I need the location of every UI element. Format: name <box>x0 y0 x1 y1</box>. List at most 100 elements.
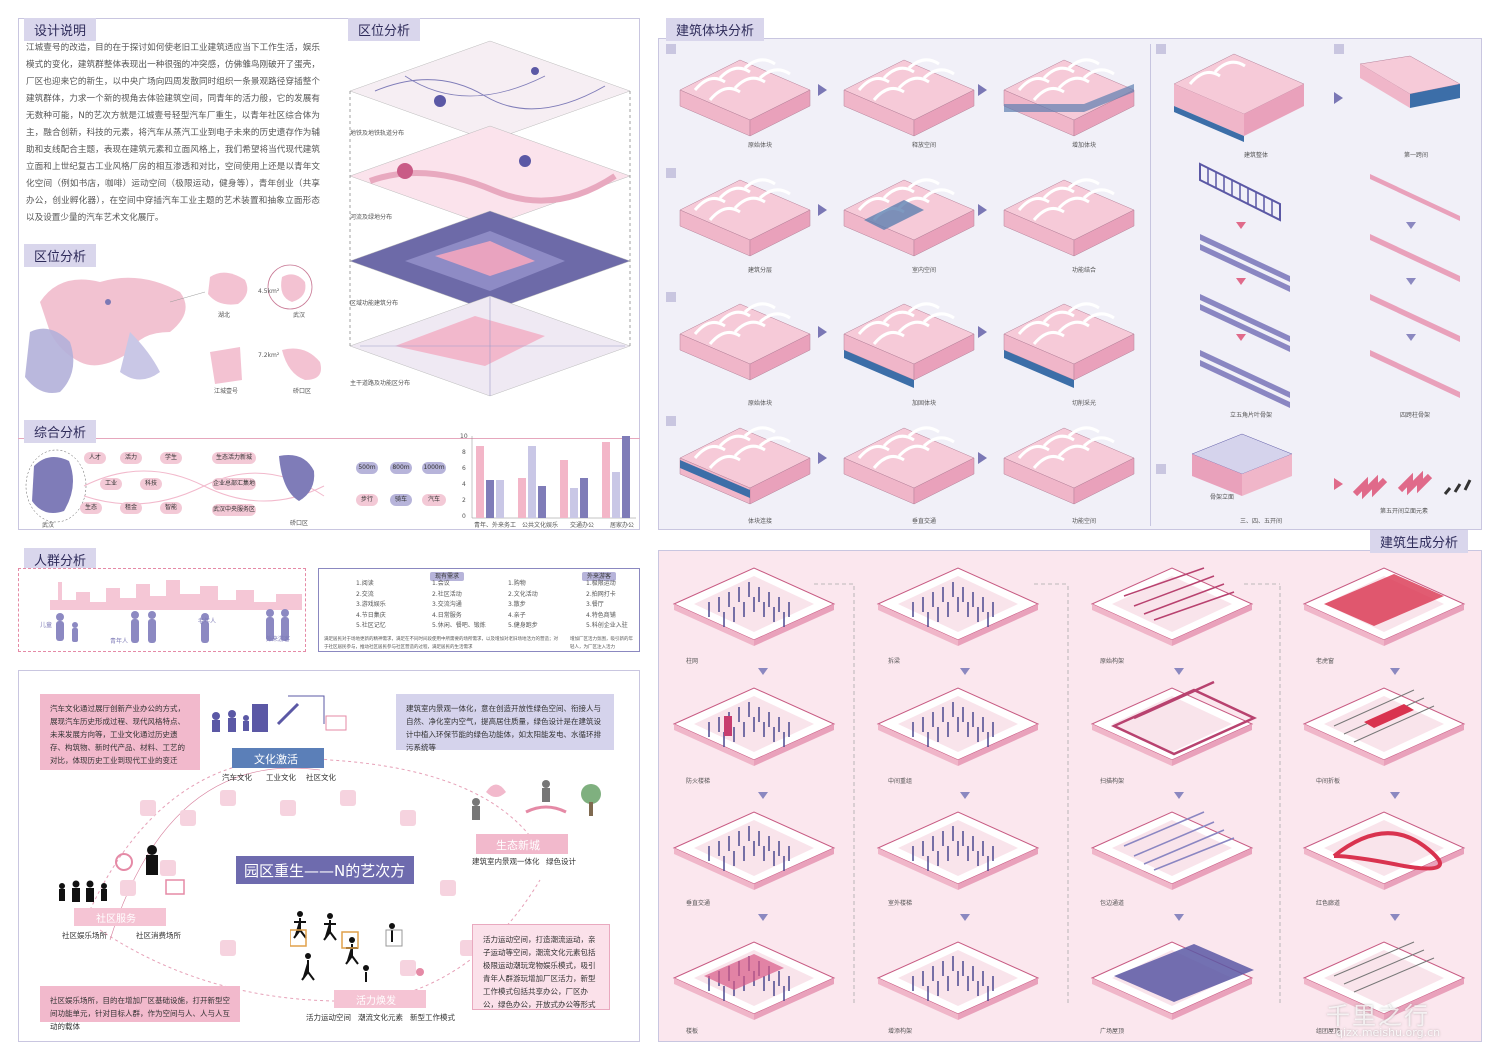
gen-caption-1-2: 防火楼梯 <box>686 778 711 785</box>
block-caption-2-2: 室内空间 <box>912 267 937 274</box>
community-node-title: 社区服务 <box>96 914 136 925</box>
gen-caption-2-3: 室外楼梯 <box>888 900 913 907</box>
generation-iso-grid <box>673 567 1465 1021</box>
blocks-divider <box>1150 44 1151 526</box>
location-title: 区位分析 <box>24 244 97 267</box>
blocks-right-caption-4: 四跨柱骨架 <box>1400 412 1431 419</box>
watermark-url: qizx.meishu.org.cn <box>1336 1026 1441 1039</box>
needs-table <box>318 568 640 652</box>
row-marker-1 <box>666 44 676 54</box>
layer-label-4: 主干道路及功能区分布 <box>350 380 411 387</box>
gen-arrow-3-1 <box>1174 668 1184 675</box>
blocks-right-caption-5: 骨架立面 <box>1210 494 1235 501</box>
culture-item-3: 社区文化 <box>306 773 336 782</box>
vitality-node-title: 活力焕发 <box>356 996 396 1007</box>
people-label-tourist: 外来游客 <box>266 636 291 643</box>
culture-item-1: 汽车文化 <box>222 773 252 782</box>
eco-icons <box>472 780 601 820</box>
crowd-title: 人群分析 <box>24 548 97 571</box>
comp-pill-center-1: 生态活力新城 <box>212 452 256 464</box>
chart-cat-2: 公共文化娱乐 <box>522 522 559 529</box>
gen-arrow-4-1 <box>1390 668 1400 675</box>
concept-box-bottom-right: 活力运动空间，打造潮流运动，亲子运动等空间，潮流文化元素包括极限运动潮玩宠物娱乐… <box>472 924 610 1010</box>
gen-caption-4-4: 组团屋顶 <box>1316 1028 1341 1035</box>
comp-map-wuhan: 武汉 <box>42 522 55 529</box>
block-caption-2-3: 功能结合 <box>1072 267 1097 274</box>
watermark-brand: 千里之行 <box>1326 1002 1430 1030</box>
gen-arrow-1-3 <box>758 914 768 921</box>
vitality-item-1: 活力运动空间 <box>306 1013 351 1022</box>
culture-item-2: 工业文化 <box>266 773 296 782</box>
people-label-elder: 老年人 <box>198 618 217 625</box>
layer-label-2: 河流及绿地分布 <box>350 214 393 221</box>
needs-footer-left: 满足居民对于场地更新的精神需求，满足在不同时间段使用中所需要的场所需求，以及增加… <box>324 637 558 650</box>
block-caption-3-1: 原始体块 <box>748 400 773 407</box>
block-caption-1-3: 增加体块 <box>1072 142 1097 149</box>
blocks-arrow-1-1 <box>818 84 827 96</box>
gen-arrow-3-3 <box>1174 914 1184 921</box>
comp-pill-bike: 骑车 <box>390 494 412 506</box>
blocks-right-arrow-d2 <box>1236 278 1246 285</box>
people-label-youth: 青年人 <box>110 638 129 645</box>
culture-node-title: 文化激活 <box>254 753 298 766</box>
vitality-item-2: 潮流文化元素 <box>358 1013 403 1022</box>
needs-col-1: 1.阅读 2.交流 3.游戏娱乐 4.节日集庆 5.社区记忆 <box>356 580 386 629</box>
blocks-arrow-3-2 <box>978 326 987 338</box>
needs-col-2: 1.会议 2.社区活动 3.交流沟通 4.日常服务 5.休闲、餐吧、锻炼 <box>432 580 486 629</box>
vitality-icons <box>290 911 424 982</box>
concept-title-box <box>236 856 414 884</box>
comp-pill-walk: 步行 <box>356 494 378 506</box>
blocks-right-caption-7: 第五开间立面元素 <box>1380 508 1429 515</box>
needs-col-4: 1.极限运动 2.拍网打卡 3.餐厅 4.特色商铺 5.科创企业入驻 <box>586 580 628 629</box>
block-caption-4-1: 体块连接 <box>748 518 773 525</box>
bar-group-2 <box>518 446 546 518</box>
comp-pill-eco: 生态 <box>80 502 102 514</box>
comp-pill-car: 汽车 <box>422 494 446 506</box>
blocks-right-caption-6: 三、四、五开间 <box>1240 518 1283 525</box>
needs-footer-right: 增加厂区活力氛围，吸引新的年轻人，为厂区注入活力 <box>570 637 633 650</box>
gen-arrow-2-3 <box>960 914 970 921</box>
comp-pill-smart: 智能 <box>160 502 182 514</box>
blocks-right-caption-3: 立五角片叶骨架 <box>1230 412 1273 419</box>
block-caption-3-2: 加固体块 <box>912 400 937 407</box>
comprehensive-bar-chart <box>471 436 636 519</box>
needs-header-1: 现有需求 <box>430 572 464 581</box>
scale-label-1: 4.5km² <box>258 288 280 295</box>
gen-caption-1-4: 楼板 <box>686 1028 699 1035</box>
row-marker-6 <box>1334 44 1344 54</box>
eco-item-2: 绿色设计 <box>546 857 576 866</box>
blocks-right-arrow-d3 <box>1236 334 1246 341</box>
layer-label-3: 区域功能建筑分布 <box>350 300 399 307</box>
blocks-row-4 <box>678 426 1136 506</box>
concept-background-lines <box>89 757 541 1002</box>
gen-caption-2-1: 拆梁 <box>888 658 901 665</box>
blocks-right-caption-1: 建筑整体 <box>1244 152 1269 159</box>
blocks-right-iso <box>1173 53 1472 500</box>
bar-group-4 <box>602 436 630 518</box>
design-title: 设计说明 <box>24 18 97 41</box>
gen-arrow-4-3 <box>1390 914 1400 921</box>
blocks-row-2 <box>678 178 1136 258</box>
comp-pill-center-3: 武汉中央服务区 <box>212 504 256 516</box>
blocks-arrow-4-2 <box>978 452 987 464</box>
chart-cat-1: 青年、外来务工 <box>474 522 517 529</box>
comp-pill-1000m: 1000m <box>422 462 446 474</box>
eco-node-title: 生态新城 <box>496 839 540 852</box>
blocks-right-arrow-h <box>1334 478 1343 490</box>
map-label-hubei: 湖北 <box>218 312 231 319</box>
generation-title: 建筑生成分析 <box>1370 530 1469 553</box>
comprehensive-maps <box>25 449 325 523</box>
location-maps <box>25 264 321 393</box>
blocks-arrow-4-1 <box>818 452 827 464</box>
y-tick-6: 6 <box>462 465 466 472</box>
blocks-right-arrow-d5 <box>1406 278 1416 285</box>
map-label-jiangcheng: 江城壹号 <box>214 388 239 395</box>
block-caption-2-1: 建筑分层 <box>748 267 773 274</box>
blocks-row-1 <box>678 58 1136 138</box>
y-tick-8: 8 <box>462 449 466 456</box>
gen-arrow-1-1 <box>758 668 768 675</box>
community-icons <box>59 845 185 902</box>
gen-arrow-1-2 <box>758 792 768 799</box>
y-tick-4: 4 <box>462 481 466 488</box>
community-node <box>74 908 166 926</box>
